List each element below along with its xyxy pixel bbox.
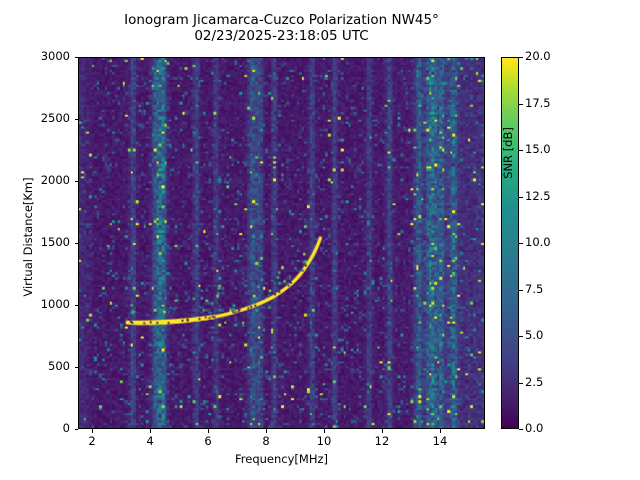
ionogram-heatmap-canvas <box>79 58 484 428</box>
colorbar-title: SNR [dB] <box>501 127 515 179</box>
x-tick <box>324 429 325 433</box>
y-tick-label: 0 <box>62 421 70 435</box>
x-tick <box>266 429 267 433</box>
x-axis-title: Frequency[MHz] <box>235 452 328 466</box>
y-tick <box>74 57 78 58</box>
colorbar-tick-label: 2.5 <box>525 375 544 389</box>
colorbar-tick-label: 17.5 <box>525 96 551 110</box>
colorbar-tick-label: 5.0 <box>525 328 544 342</box>
y-tick <box>74 429 78 430</box>
colorbar-tick <box>519 383 523 384</box>
colorbar-tick-label: 10.0 <box>525 235 551 249</box>
y-tick <box>74 119 78 120</box>
colorbar-tick-label: 12.5 <box>525 189 551 203</box>
y-tick-label: 1500 <box>40 235 70 249</box>
colorbar-tick-label: 7.5 <box>525 282 544 296</box>
colorbar-tick-label: 0.0 <box>525 421 544 435</box>
colorbar-tick-label: 20.0 <box>525 49 551 63</box>
y-tick-label: 1000 <box>40 297 70 311</box>
x-tick-label: 10 <box>316 434 332 448</box>
y-tick-label: 500 <box>48 359 70 373</box>
colorbar-tick <box>519 243 523 244</box>
x-tick <box>208 429 209 433</box>
colorbar-tick <box>519 429 523 430</box>
x-tick-label: 14 <box>432 434 448 448</box>
x-tick-label: 6 <box>204 434 212 448</box>
y-tick <box>74 305 78 306</box>
x-tick <box>92 429 93 433</box>
x-tick-label: 8 <box>262 434 270 448</box>
colorbar-tick <box>519 57 523 58</box>
colorbar-tick <box>519 290 523 291</box>
figure-title: Ionogram Jicamarca-Cuzco Polarization NW… <box>124 12 439 44</box>
y-tick <box>74 181 78 182</box>
y-axis-title: Virtual Distance[Km] <box>21 177 35 297</box>
y-tick-label: 2500 <box>40 111 70 125</box>
colorbar-tick <box>519 197 523 198</box>
x-tick-label: 2 <box>88 434 96 448</box>
colorbar-tick <box>519 150 523 151</box>
colorbar-tick-label: 15.0 <box>525 142 551 156</box>
y-tick-label: 2000 <box>40 173 70 187</box>
snr-colorbar <box>501 57 519 429</box>
x-tick <box>440 429 441 433</box>
y-tick <box>74 243 78 244</box>
colorbar-tick <box>519 336 523 337</box>
x-tick-label: 4 <box>146 434 154 448</box>
x-tick <box>150 429 151 433</box>
x-tick <box>382 429 383 433</box>
ionogram-plot-area <box>78 57 485 429</box>
y-tick-label: 3000 <box>40 49 70 63</box>
x-tick-label: 12 <box>374 434 390 448</box>
colorbar-tick <box>519 104 523 105</box>
y-tick <box>74 367 78 368</box>
